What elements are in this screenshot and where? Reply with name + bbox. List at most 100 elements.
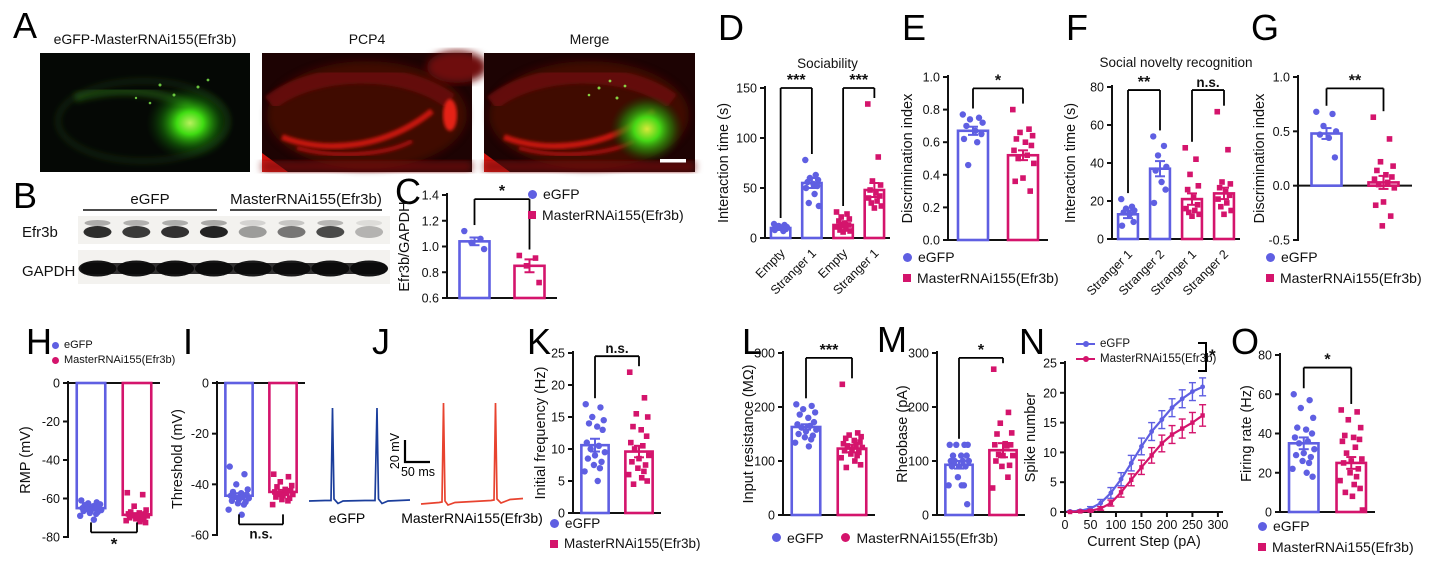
egfp-trace-label: eGFP: [329, 510, 366, 526]
egfp-line-marker-icon: [1076, 341, 1095, 347]
legend-lm: eGFP MasterRNAi155(Efr3b): [772, 529, 1012, 551]
panel-i-chart: Threshold (mV) 0 -20 -40 -60 n.s.: [170, 330, 305, 558]
rnai-marker-icon: [903, 274, 911, 282]
svg-text:5: 5: [1050, 476, 1057, 490]
panel-label-d: D: [718, 7, 744, 48]
egfp-marker-icon: [550, 519, 559, 528]
svg-text:40: 40: [1258, 427, 1272, 441]
panel-h-chart: RMP (mV) 0 -20 -40 -60 -80 *: [0, 330, 168, 558]
legend-e: eGFP MasterRNAi155(Efr3b): [903, 249, 1059, 291]
image-title-merge: Merge: [569, 31, 610, 47]
n-sig-bracket: [1198, 342, 1207, 372]
panel-o-chart: Firing rate (Hz) 0 20 40 60 80 *: [1239, 330, 1385, 522]
panel-label-k: K: [527, 321, 552, 362]
svg-text:0.2: 0.2: [923, 201, 940, 215]
svg-text:*: *: [978, 342, 985, 359]
svg-text:MasterRNAi155(Efr3b): MasterRNAi155(Efr3b): [230, 191, 382, 208]
rnai-trace: [420, 402, 524, 507]
svg-text:250: 250: [1182, 518, 1203, 532]
egfp-fluorescence-image: [40, 53, 250, 172]
panel-label-h: H: [26, 321, 52, 362]
svg-text:0: 0: [768, 509, 775, 523]
panel-m-chart: Rheobase (pA) 0 100 200 300 *: [885, 330, 1025, 523]
svg-text:n.s.: n.s.: [249, 526, 272, 541]
svg-text:0: 0: [202, 377, 209, 391]
panel-label-a: A: [13, 5, 38, 46]
rnai-marker-icon: [550, 539, 558, 548]
svg-text:GAPDH: GAPDH: [22, 263, 75, 280]
svg-text:eGFP: eGFP: [130, 191, 169, 208]
svg-text:0.6: 0.6: [422, 292, 439, 306]
svg-text:100: 100: [754, 455, 775, 469]
svg-text:80: 80: [1090, 81, 1104, 95]
svg-text:*: *: [1324, 352, 1331, 369]
svg-text:0.0: 0.0: [1273, 179, 1290, 193]
svg-text:0.4: 0.4: [923, 168, 940, 182]
svg-text:0.8: 0.8: [422, 266, 439, 280]
svg-text:*: *: [111, 534, 118, 553]
svg-text:0: 0: [53, 377, 60, 391]
svg-text:Discrimination index: Discrimination index: [900, 93, 916, 223]
panel-l-chart: Input resistance (MΩ) 0 100 200 300 ***: [741, 330, 885, 523]
svg-text:0: 0: [922, 509, 929, 523]
svg-text:50: 50: [743, 182, 757, 196]
svg-text:Interaction time (s): Interaction time (s): [716, 103, 732, 223]
svg-text:50: 50: [1084, 518, 1098, 532]
egfp-marker-icon: [528, 189, 537, 199]
panel-label-g: G: [1251, 7, 1280, 48]
svg-text:Firing rate (Hz): Firing rate (Hz): [1239, 385, 1255, 482]
panel-label-o: O: [1231, 321, 1260, 362]
svg-text:Efr3b/GAPDH: Efr3b/GAPDH: [397, 201, 413, 291]
svg-text:Input resistance (MΩ): Input resistance (MΩ): [741, 365, 757, 504]
svg-text:Spike number: Spike number: [1023, 393, 1039, 483]
svg-text:Rheobase (pA): Rheobase (pA): [895, 385, 911, 483]
svg-text:0: 0: [1062, 518, 1069, 532]
svg-text:80: 80: [1258, 349, 1272, 363]
svg-text:-60: -60: [42, 492, 60, 506]
legend-n: eGFP MasterRNAi155(Efr3b): [1076, 338, 1216, 368]
image-title-pcp4: PCP4: [348, 31, 386, 47]
svg-text:1.0: 1.0: [923, 71, 940, 85]
scale-bar: [660, 159, 686, 163]
panel-label-n: N: [1019, 321, 1045, 362]
svg-text:0: 0: [1050, 506, 1057, 520]
svg-text:60: 60: [1090, 119, 1104, 133]
egfp-trace: [308, 407, 411, 505]
svg-text:-20: -20: [191, 427, 209, 441]
svg-text:200: 200: [908, 401, 929, 415]
panel-label-i: I: [183, 321, 194, 362]
svg-text:1.0: 1.0: [1273, 71, 1290, 85]
rnai-marker-icon: [841, 533, 851, 542]
egfp-marker-icon: [1258, 521, 1267, 531]
svg-text:-40: -40: [191, 478, 209, 492]
svg-text:Interaction time (s): Interaction time (s): [1063, 103, 1079, 223]
image-title-egfp: eGFP-MasterRNAi155(Efr3b): [53, 31, 237, 47]
western-blot: eGFP MasterRNAi155(Efr3b) Efr3b GAPDH: [20, 186, 410, 298]
svg-text:**: **: [1138, 74, 1151, 91]
svg-text:1.2: 1.2: [422, 214, 439, 228]
legend-o: eGFP MasterRNAi155(Efr3b): [1258, 518, 1414, 560]
svg-text:5: 5: [558, 475, 565, 489]
svg-text:-20: -20: [42, 415, 60, 429]
egfp-marker-icon: [52, 341, 59, 349]
svg-text:-60: -60: [191, 529, 209, 543]
svg-text:25: 25: [551, 347, 565, 361]
panel-n-chart: Spike number 0 5 10 15 20 25 0 50 100 150 200 250 300…: [1023, 330, 1237, 558]
svg-text:100: 100: [1106, 518, 1127, 532]
svg-text:-0.5: -0.5: [1268, 234, 1290, 248]
svg-text:*: *: [499, 183, 506, 200]
svg-text:Initial frequency (Hz): Initial frequency (Hz): [533, 367, 549, 500]
svg-text:**: **: [1349, 72, 1362, 89]
svg-text:***: ***: [849, 72, 868, 89]
merge-fluorescence-image: [484, 53, 695, 172]
svg-text:0.5: 0.5: [1273, 125, 1290, 139]
rnai-marker-icon: [52, 356, 59, 364]
svg-text:0.6: 0.6: [923, 136, 940, 150]
svg-text:Discrimination index: Discrimination index: [1252, 93, 1268, 223]
svg-text:40: 40: [1090, 157, 1104, 171]
panel-label-c: C: [395, 171, 421, 212]
panel-label-j: J: [372, 321, 390, 362]
legend-k: eGFP MasterRNAi155(Efr3b): [550, 516, 701, 556]
svg-text:0.8: 0.8: [923, 103, 940, 117]
panel-k-chart: Initial frequency (Hz) 0 5 10 15 20 25 n.s.: [533, 330, 683, 521]
